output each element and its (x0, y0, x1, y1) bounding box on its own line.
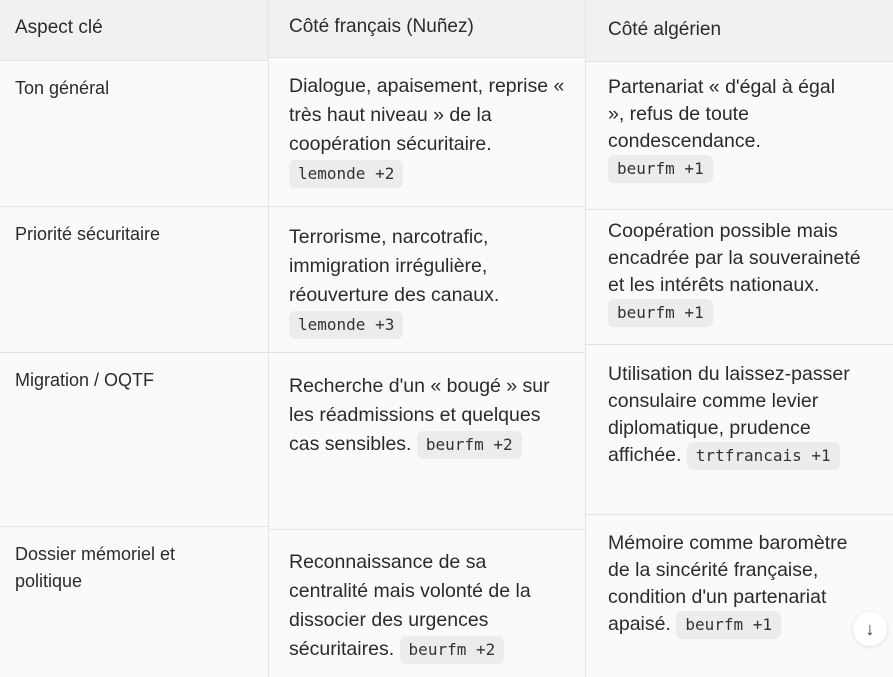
cell-text: Mémoire comme baromètre de la sincérité … (608, 532, 848, 635)
aspect-label: Migration / OQTF (15, 370, 155, 390)
header-french: Côté français (Nuñez) (269, 0, 586, 58)
arrow-down-icon: ↓ (865, 618, 875, 639)
cell-text: Recherche d'un « bougé » sur les réadmis… (289, 375, 550, 455)
aspect-label: Priorité sécuritaire (15, 224, 161, 244)
table-cell: Ton général (0, 61, 268, 207)
column-french-side: Côté français (Nuñez) Dialogue, apaiseme… (268, 0, 586, 677)
column-algerian-side: Côté algérien Partenariat « d'égal à éga… (585, 0, 893, 677)
cell-text: Reconnaissance de sa centralité mais vol… (289, 551, 531, 660)
cell-text: Terrorisme, narcotrafic, immigration irr… (289, 226, 500, 306)
aspect-label: Ton général (15, 78, 110, 98)
header-algerian: Côté algérien (586, 0, 893, 62)
cell-text: Utilisation du laissez-passer consulaire… (608, 363, 850, 466)
aspect-label: Dossier mémoriel et politique (15, 544, 176, 591)
citation-chip[interactable]: beurfm +1 (608, 299, 713, 327)
cell-text: Dialogue, apaisement, reprise « très hau… (289, 75, 565, 155)
citation-chip[interactable]: lemonde +3 (289, 311, 404, 339)
table-cell: Priorité sécuritaire (0, 207, 268, 353)
table-cell: Utilisation du laissez-passer consulaire… (586, 345, 893, 515)
cell-text: Partenariat « d'égal à égal », refus de … (608, 76, 836, 152)
table-cell: Terrorisme, narcotrafic, immigration irr… (269, 207, 586, 353)
table-cell: Recherche d'un « bougé » sur les réadmis… (269, 353, 586, 530)
table-cell: Mémoire comme baromètre de la sincérité … (586, 515, 893, 677)
citation-chip[interactable]: beurfm +2 (399, 636, 505, 664)
table-cell: Partenariat « d'égal à égal », refus de … (586, 62, 893, 210)
scroll-down-button[interactable]: ↓ (853, 612, 887, 646)
cell-text: Coopération possible mais encadrée par l… (608, 220, 861, 296)
column-aspect: Aspect clé Ton général Priorité sécurita… (0, 0, 268, 677)
table-cell: Coopération possible mais encadrée par l… (586, 210, 893, 345)
header-label: Côté français (Nuñez) (289, 16, 474, 37)
citation-chip[interactable]: beurfm +1 (608, 155, 713, 183)
table-cell: Reconnaissance de sa centralité mais vol… (269, 530, 586, 677)
table-cell: Dossier mémoriel et politique (0, 527, 268, 677)
table-cell: Dialogue, apaisement, reprise « très hau… (269, 58, 586, 207)
citation-chip[interactable]: beurfm +2 (416, 431, 522, 459)
citation-chip[interactable]: lemonde +2 (289, 160, 404, 188)
header-aspect: Aspect clé (0, 0, 268, 61)
citation-chip[interactable]: beurfm +1 (676, 611, 782, 639)
citation-chip[interactable]: trtfrancais +1 (686, 442, 840, 470)
header-label: Côté algérien (608, 19, 722, 40)
table-cell: Migration / OQTF (0, 353, 268, 527)
header-label: Aspect clé (15, 17, 103, 38)
